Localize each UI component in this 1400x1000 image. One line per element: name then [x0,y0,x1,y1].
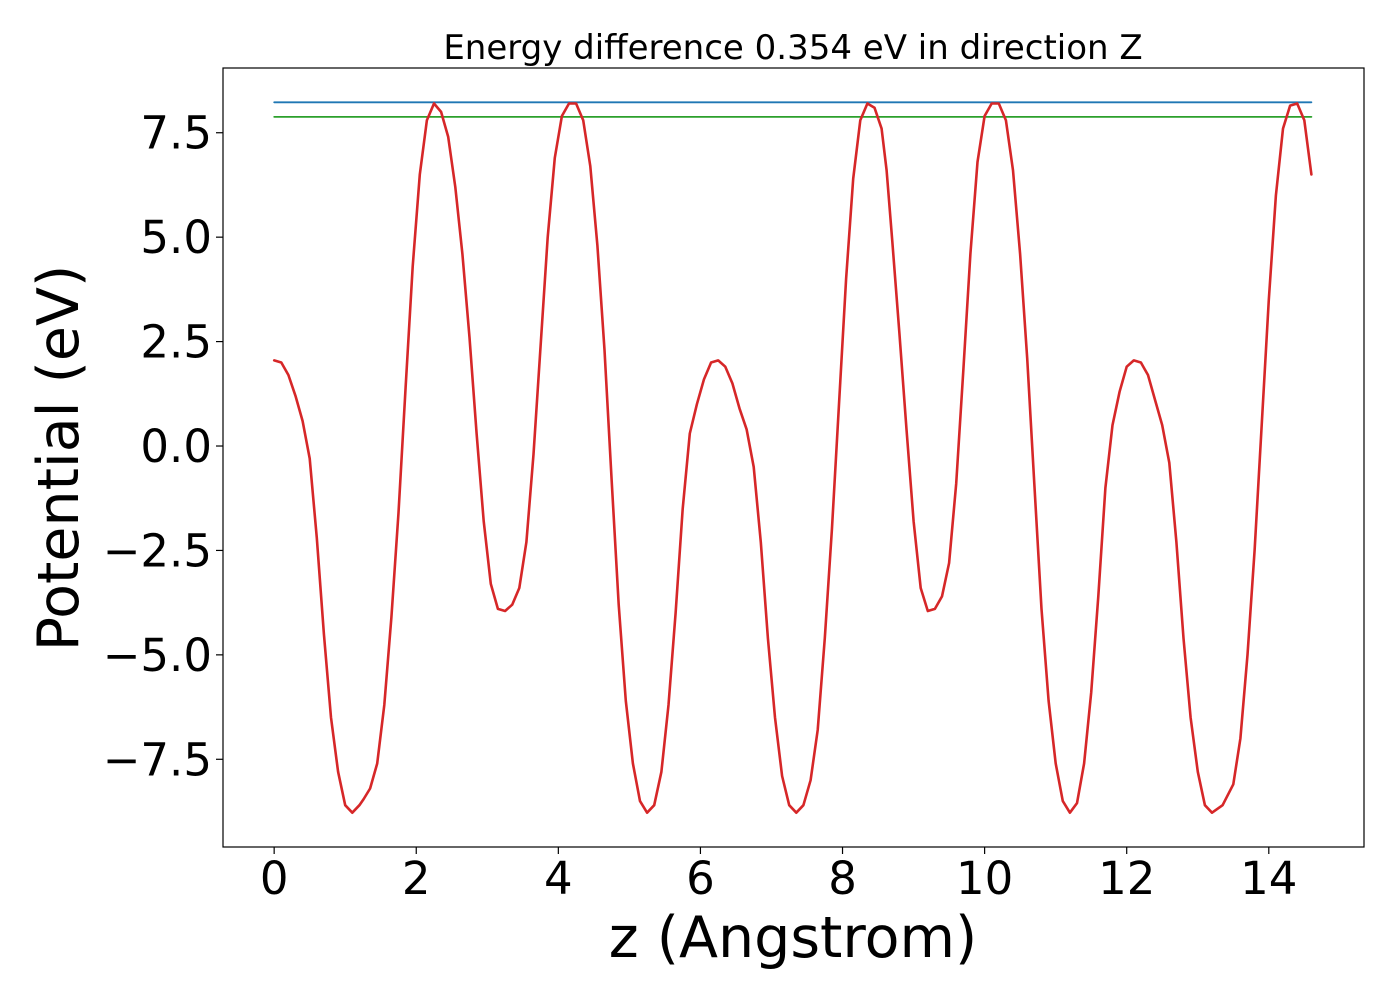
plot-area-frame [222,67,1365,848]
x-tick-label: 4 [544,852,573,905]
x-tick-label: 8 [828,852,857,905]
y-tick-label: 2.5 [140,316,212,369]
reference-lines [273,101,1313,118]
chart-title: Energy difference 0.354 eV in direction … [443,28,1142,68]
y-axis: −7.5 −5.0 −2.5 0.0 2.5 5.0 7.5 [103,107,223,786]
y-tick-label: 0.0 [140,420,212,473]
y-axis-label: Potential (eV) [26,265,92,651]
x-tick-label: 12 [1098,852,1155,905]
y-tick-label: −2.5 [103,524,212,577]
x-tick-label: 0 [260,852,289,905]
potential-series-line [272,102,1313,815]
y-tick-label: 7.5 [140,107,212,160]
x-tick-label: 6 [686,852,715,905]
x-tick-label: 2 [402,852,431,905]
x-tick-label: 10 [956,852,1013,905]
x-axis-label: z (Angstrom) [609,905,977,971]
x-axis: 0 2 4 6 8 10 12 14 [260,847,1297,905]
x-tick-label: 14 [1240,852,1297,905]
series-group [272,102,1313,815]
y-tick-label: −5.0 [103,629,212,682]
y-tick-label: 5.0 [140,211,212,264]
y-tick-label: −7.5 [103,733,212,786]
